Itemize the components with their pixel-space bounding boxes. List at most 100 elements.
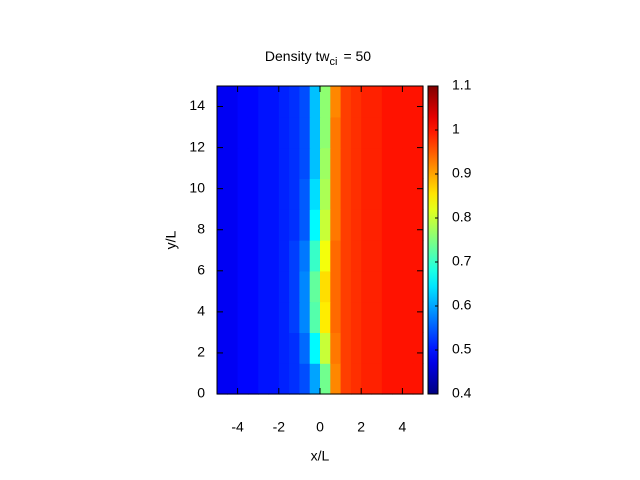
heat-cell	[217, 209, 228, 241]
heat-cell	[381, 332, 393, 364]
heat-cell	[392, 301, 403, 333]
y-tick-label: 4	[197, 303, 205, 319]
heat-cell	[309, 209, 321, 241]
heat-cell	[258, 116, 270, 149]
heat-cell	[340, 116, 352, 149]
heat-cell	[289, 301, 300, 333]
colorbar-tick-label: 0.9	[452, 165, 472, 181]
heat-cell	[392, 270, 403, 303]
heat-cell	[237, 86, 249, 118]
heat-cell	[340, 178, 352, 210]
heat-cell	[217, 301, 228, 333]
heat-cell	[412, 147, 424, 179]
heat-cell	[289, 147, 300, 179]
heat-cell	[402, 178, 414, 210]
heat-cell	[309, 86, 321, 118]
heat-cell	[299, 147, 311, 179]
heat-cell	[299, 209, 311, 241]
heat-cell	[350, 270, 362, 303]
heat-cell	[217, 86, 228, 118]
heat-cell	[381, 178, 393, 210]
heat-cell	[412, 270, 424, 303]
heat-cell	[217, 116, 228, 149]
heat-cell	[350, 86, 362, 118]
heat-cell	[350, 332, 362, 364]
heat-cell	[237, 116, 249, 149]
heat-cell	[258, 363, 270, 395]
heat-cell	[268, 270, 280, 303]
heat-cell	[247, 116, 259, 149]
heat-cell	[381, 301, 393, 333]
heat-cell	[299, 240, 311, 272]
heat-cell	[361, 178, 373, 210]
chart-title: Density twci = 50	[265, 48, 371, 68]
heat-cell	[340, 270, 352, 303]
heat-cell	[278, 147, 290, 179]
heat-cell	[320, 301, 331, 333]
heat-cell	[309, 363, 321, 395]
y-tick-label: 10	[189, 179, 205, 195]
heat-cell	[340, 332, 352, 364]
heat-cell	[381, 270, 393, 303]
heat-cell	[320, 178, 331, 210]
heat-cell	[402, 86, 414, 118]
heat-cell	[247, 209, 259, 241]
heat-cell	[381, 116, 393, 149]
heat-cell	[217, 240, 228, 272]
heat-cell	[227, 332, 239, 364]
heat-cell	[350, 147, 362, 179]
heat-cell	[299, 332, 311, 364]
heat-cell	[361, 240, 373, 272]
heat-cell	[371, 178, 383, 210]
heat-cell	[371, 363, 383, 395]
heat-cell	[289, 178, 300, 210]
heat-cell	[402, 270, 414, 303]
heat-cell	[361, 332, 373, 364]
heat-cell	[278, 363, 290, 395]
heat-cell	[309, 270, 321, 303]
heat-cell	[227, 270, 239, 303]
x-tick-label: 0	[316, 419, 324, 435]
heat-cell	[330, 147, 342, 179]
title-suffix: = 50	[343, 48, 371, 64]
heat-cell	[278, 301, 290, 333]
heat-cell	[402, 363, 414, 395]
heat-cell	[330, 363, 342, 395]
heat-cell	[299, 270, 311, 303]
heat-cell	[402, 240, 414, 272]
heat-cell	[227, 301, 239, 333]
heat-cell	[340, 363, 352, 395]
heat-cell	[247, 86, 259, 118]
heat-cell	[381, 363, 393, 395]
heat-cell	[402, 116, 414, 149]
heat-cell	[330, 116, 342, 149]
heat-cell	[320, 86, 331, 118]
heat-cell	[278, 86, 290, 118]
heat-cell	[320, 147, 331, 179]
y-tick-label: 2	[197, 344, 205, 360]
heat-cell	[278, 332, 290, 364]
heat-cell	[402, 209, 414, 241]
heat-cell	[412, 301, 424, 333]
heat-cell	[309, 147, 321, 179]
heat-cell	[340, 240, 352, 272]
heat-cell	[361, 301, 373, 333]
heat-cell	[392, 240, 403, 272]
heat-cell	[361, 270, 373, 303]
title-main: Density tw	[265, 48, 330, 64]
heat-cell	[392, 116, 403, 149]
heat-cell	[268, 86, 280, 118]
heat-cell	[268, 209, 280, 241]
heat-cell	[402, 147, 414, 179]
heat-cell	[299, 178, 311, 210]
heat-cell	[371, 116, 383, 149]
heat-cell	[289, 332, 300, 364]
heat-cell	[371, 240, 383, 272]
heat-cell	[237, 147, 249, 179]
heat-cell	[392, 363, 403, 395]
heat-cell	[268, 116, 280, 149]
heat-cell	[289, 116, 300, 149]
heat-cell	[268, 147, 280, 179]
x-tick-label: 4	[399, 419, 407, 435]
